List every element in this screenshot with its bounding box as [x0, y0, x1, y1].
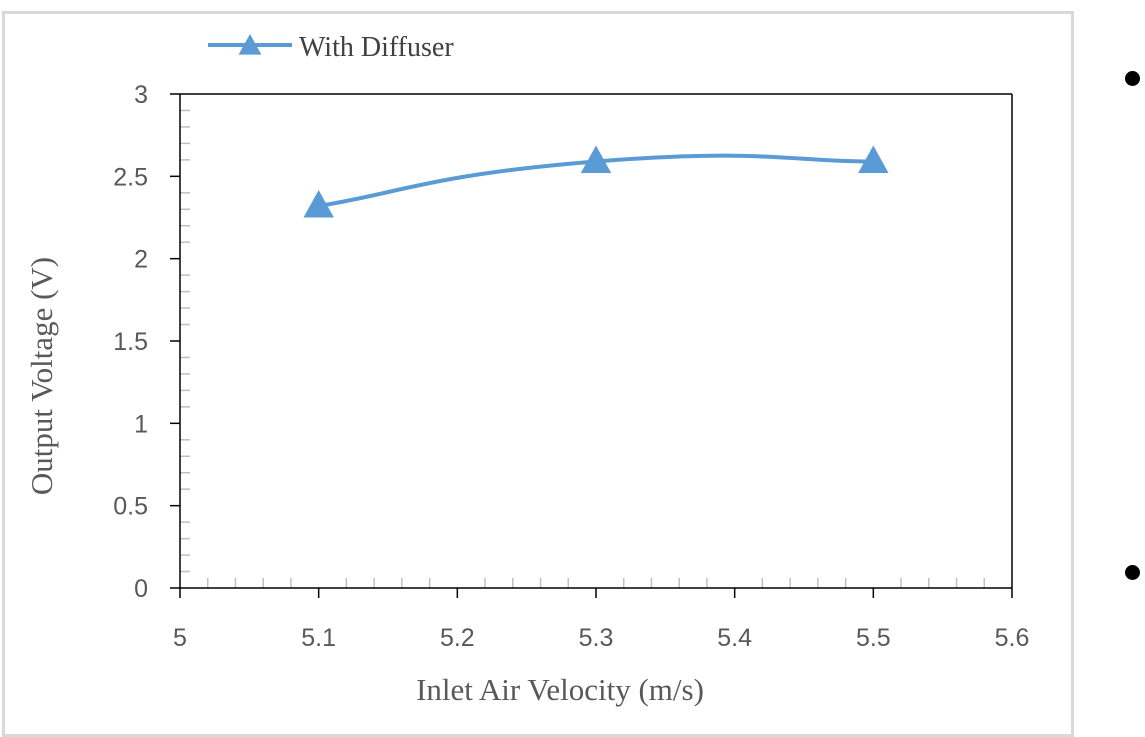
- x-axis-ticks: [179, 578, 1013, 598]
- y-tick-label: 2: [134, 246, 148, 274]
- y-tick-label: 0.5: [113, 493, 148, 521]
- bullet-point: [1125, 71, 1140, 86]
- x-tick-label: 5.5: [856, 624, 891, 652]
- data-point-triangle: [580, 145, 612, 174]
- y-tick-label: 1.5: [113, 328, 148, 356]
- x-tick-label: 5: [173, 624, 187, 652]
- data-point-triangle: [303, 189, 334, 218]
- data-point-triangle: [858, 145, 889, 174]
- legend-label: With Diffuser: [299, 32, 454, 63]
- bullet-point: [1125, 565, 1140, 580]
- y-axis-tick-labels: 0 0.5 1 1.5 2 2.5 3: [113, 81, 148, 603]
- legend-triangle-marker: [238, 34, 262, 55]
- legend: With Diffuser: [208, 32, 454, 63]
- x-axis-tick-labels: 5 5.1 5.2 5.3 5.4 5.5 5.6: [173, 624, 1029, 652]
- y-tick-label: 0: [134, 575, 148, 603]
- x-tick-label: 5.4: [717, 624, 752, 652]
- y-axis-title: Output Voltage (V): [24, 257, 59, 495]
- x-tick-label: 5.3: [579, 624, 614, 652]
- series-markers: [303, 145, 889, 218]
- y-tick-label: 2.5: [113, 163, 148, 191]
- x-tick-label: 5.6: [995, 624, 1030, 652]
- y-tick-label: 3: [134, 81, 148, 109]
- x-axis-title: Inlet Air Velocity (m/s): [416, 672, 704, 707]
- x-tick-label: 5.2: [440, 624, 475, 652]
- y-tick-label: 1: [134, 410, 148, 438]
- y-axis-ticks: [170, 93, 190, 589]
- x-tick-label: 5.1: [301, 624, 336, 652]
- chart-frame: [2, 11, 1074, 737]
